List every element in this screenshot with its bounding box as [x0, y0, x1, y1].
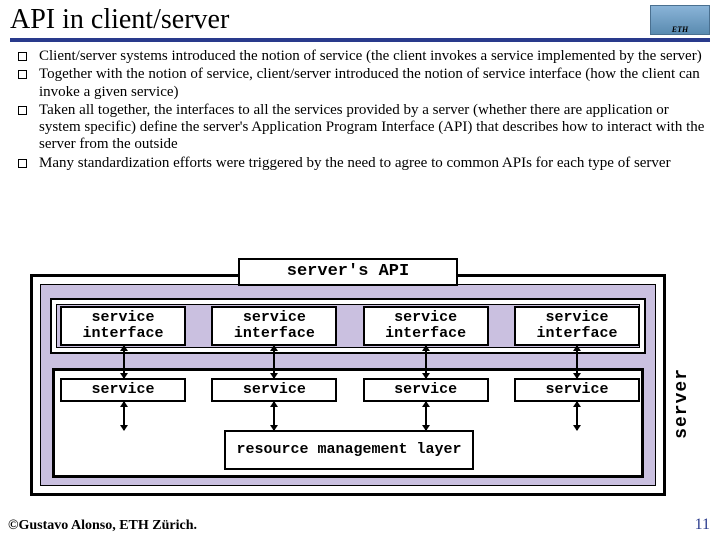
double-arrow-icon [576, 402, 578, 430]
api-title-box: server's API [238, 258, 458, 286]
double-arrow-icon [425, 402, 427, 430]
service-interface-box: service interface [514, 306, 640, 346]
bullet-item: Together with the notion of service, cli… [18, 66, 710, 101]
server-vertical-label: server [672, 368, 692, 439]
double-arrow-icon [425, 346, 427, 378]
bullet-item: Taken all together, the interfaces to al… [18, 102, 710, 154]
bullet-text: Client/server systems introduced the not… [39, 48, 710, 65]
eth-logo: ETH [650, 5, 710, 35]
service-interface-box: service interface [363, 306, 489, 346]
double-arrow-icon [273, 346, 275, 378]
service-interface-box: service interface [60, 306, 186, 346]
bullet-square-icon [18, 52, 27, 61]
double-arrow-icon [123, 402, 125, 430]
bullet-square-icon [18, 106, 27, 115]
footer-page-number: 11 [695, 516, 710, 534]
bullet-text: Taken all together, the interfaces to al… [39, 102, 710, 154]
double-arrow-icon [273, 402, 275, 430]
bullet-list: Client/server systems introduced the not… [0, 48, 720, 172]
slide-title: API in client/server [10, 4, 229, 36]
service-box: service [60, 378, 186, 402]
double-arrow-icon [123, 346, 125, 378]
diagram-area: server server's API service interface se… [30, 258, 690, 498]
bullet-item: Many standardization efforts were trigge… [18, 155, 710, 172]
service-interface-box: service interface [211, 306, 337, 346]
bullet-square-icon [18, 159, 27, 168]
bullet-text: Many standardization efforts were trigge… [39, 155, 710, 172]
double-arrow-icon [576, 346, 578, 378]
footer-copyright: ©Gustavo Alonso, ETH Zürich. [8, 518, 197, 534]
service-box: service [211, 378, 337, 402]
interface-row: service interface service interface serv… [60, 306, 640, 346]
service-box: service [363, 378, 489, 402]
bullet-text: Together with the notion of service, cli… [39, 66, 710, 101]
bullet-square-icon [18, 70, 27, 79]
slide-header: API in client/server ETH [0, 0, 720, 36]
service-row: service service service service [60, 378, 640, 402]
eth-logo-text: ETH [672, 25, 688, 34]
bullet-item: Client/server systems introduced the not… [18, 48, 710, 65]
title-rule [10, 38, 710, 42]
resource-management-box: resource management layer [224, 430, 474, 470]
service-box: service [514, 378, 640, 402]
